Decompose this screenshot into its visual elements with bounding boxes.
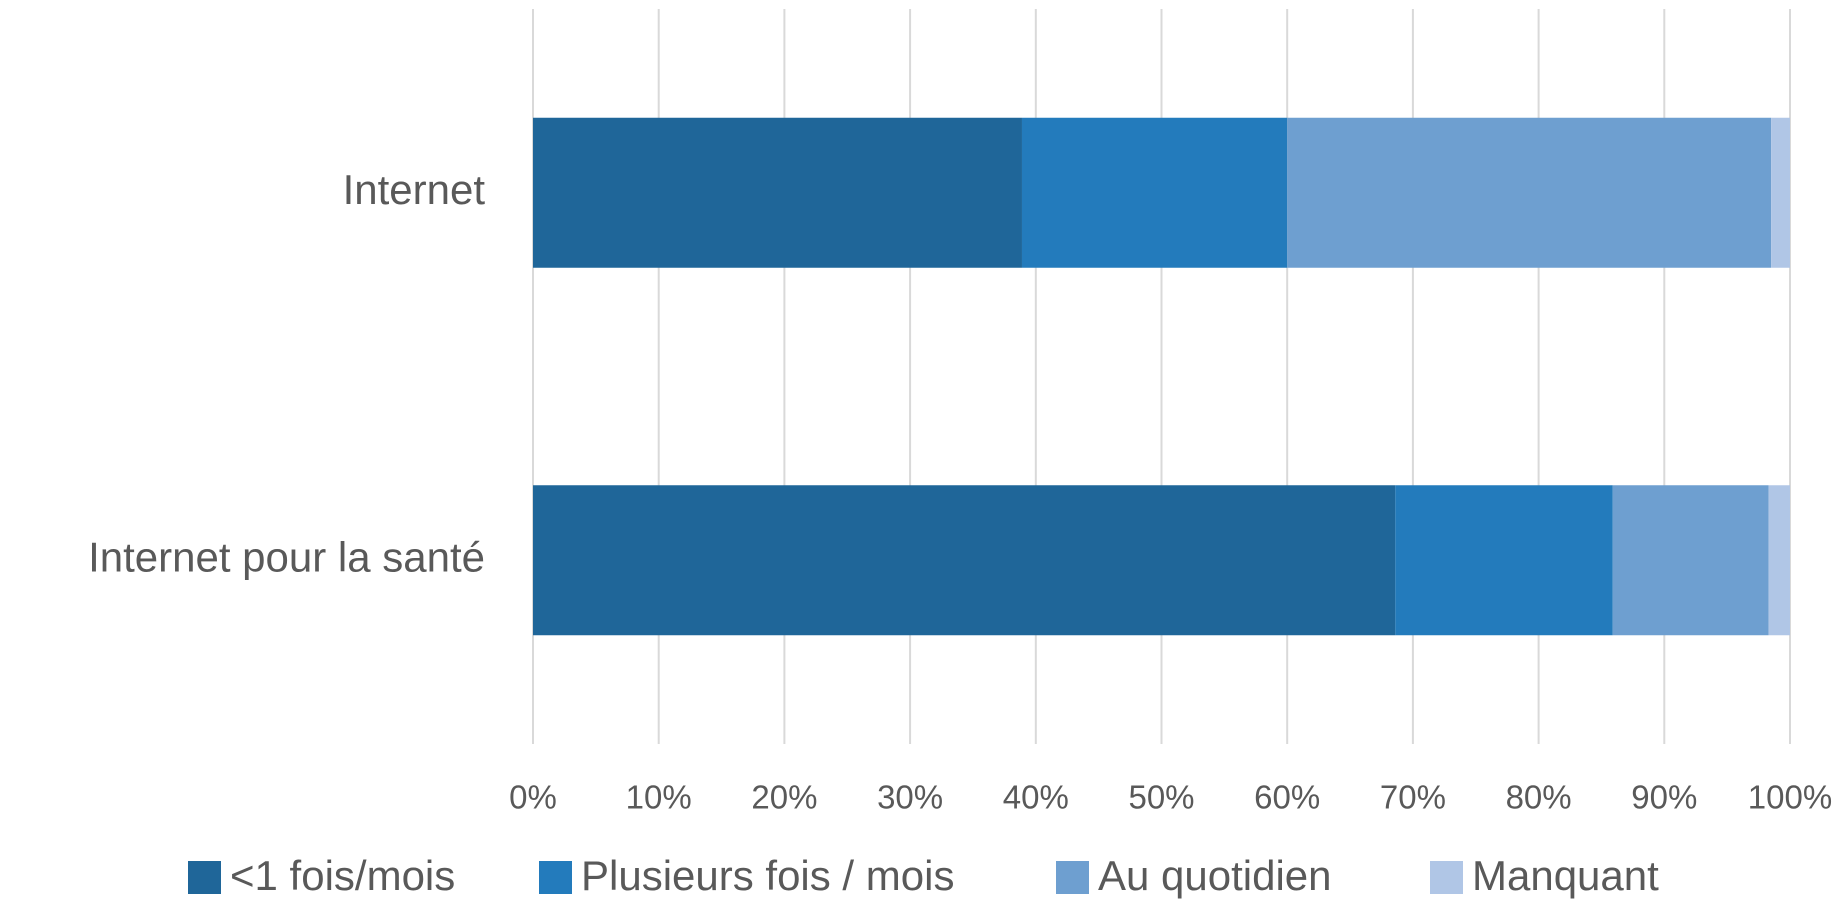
x-tick-label: 20% — [751, 779, 817, 816]
x-tick-label: 0% — [509, 779, 557, 816]
legend-label: Manquant — [1472, 852, 1659, 899]
x-tick-label: 10% — [626, 779, 692, 816]
bar-segment — [1287, 117, 1772, 268]
bar-segment — [1021, 117, 1288, 268]
x-tick-label: 100% — [1748, 779, 1832, 816]
x-tick-label: 30% — [877, 779, 943, 816]
x-tick-label: 80% — [1506, 779, 1572, 816]
x-tick-label: 40% — [1003, 779, 1069, 816]
legend-swatch — [188, 861, 221, 894]
bar-segment — [1768, 485, 1790, 636]
x-tick-label: 60% — [1254, 779, 1320, 816]
legend-label: <1 fois/mois — [230, 852, 455, 899]
bar-segment — [1395, 485, 1613, 636]
legend-label: Plusieurs fois / mois — [581, 852, 954, 899]
category-label: Internet pour la santé — [88, 533, 485, 580]
bar-segment — [533, 117, 1022, 268]
x-tick-label: 50% — [1128, 779, 1194, 816]
bar-segment — [1771, 117, 1790, 268]
bar-segment — [533, 485, 1396, 636]
category-label: Internet — [343, 166, 486, 213]
legend-swatch — [1056, 861, 1089, 894]
legend-swatch — [539, 861, 572, 894]
bar-segment — [1612, 485, 1769, 636]
legend-swatch — [1430, 861, 1463, 894]
x-tick-label: 70% — [1380, 779, 1446, 816]
x-tick-label: 90% — [1631, 779, 1697, 816]
legend-label: Au quotidien — [1098, 852, 1332, 899]
